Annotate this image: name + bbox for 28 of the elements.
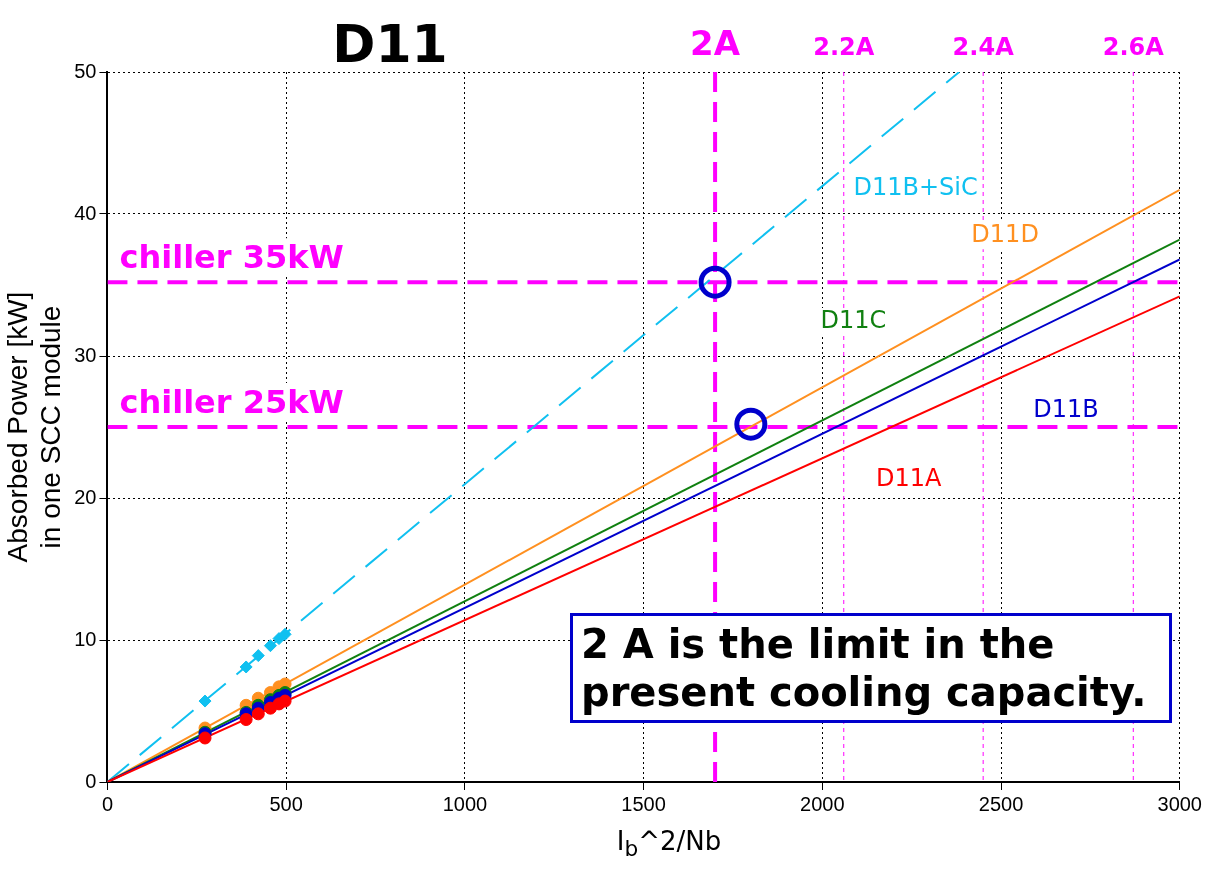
x-tick-label: 3000 [1157, 792, 1202, 815]
annotation: 2 A is the limit in the present cooling capacity. [570, 613, 1172, 723]
x-tick-label: 2500 [978, 792, 1024, 815]
x-tick-label: 0 [101, 792, 114, 815]
ref-line-label: 2.2A [813, 33, 875, 61]
x-tick-label: 2000 [800, 792, 845, 815]
y-tick-label: 20 [74, 485, 97, 508]
ref-line-label: 2.6A [1102, 33, 1165, 61]
y-tick-label: 0 [85, 769, 97, 792]
y-axis-title: Absorbed Power [kW] in one SCC module [1, 291, 67, 563]
x-tick-label: 1000 [442, 792, 488, 815]
chart-title: D11 [332, 14, 448, 74]
series-label: D11B+SiC [853, 172, 978, 201]
ref-line-label: 2A [690, 23, 741, 63]
series-label: D11A [875, 463, 942, 492]
ref-line-label: 2.4A [952, 33, 1015, 61]
ref-line-label: chiller 25kW [119, 383, 344, 421]
series-label: D11D [971, 219, 1039, 248]
x-axis-title: I$_{b}$^2/Nb [615, 826, 723, 862]
x-tick-label: 1500 [621, 792, 666, 815]
y-tick-label: 10 [74, 627, 97, 650]
ref-line-label: chiller 35kW [119, 238, 344, 277]
y-tick-label: 50 [74, 59, 97, 82]
text: D11C [820, 306, 887, 335]
y-tick-label: 40 [74, 201, 97, 224]
text: D11B [1033, 394, 1099, 423]
x-tick-label: 500 [269, 792, 303, 815]
y-tick-label: 30 [74, 343, 97, 366]
